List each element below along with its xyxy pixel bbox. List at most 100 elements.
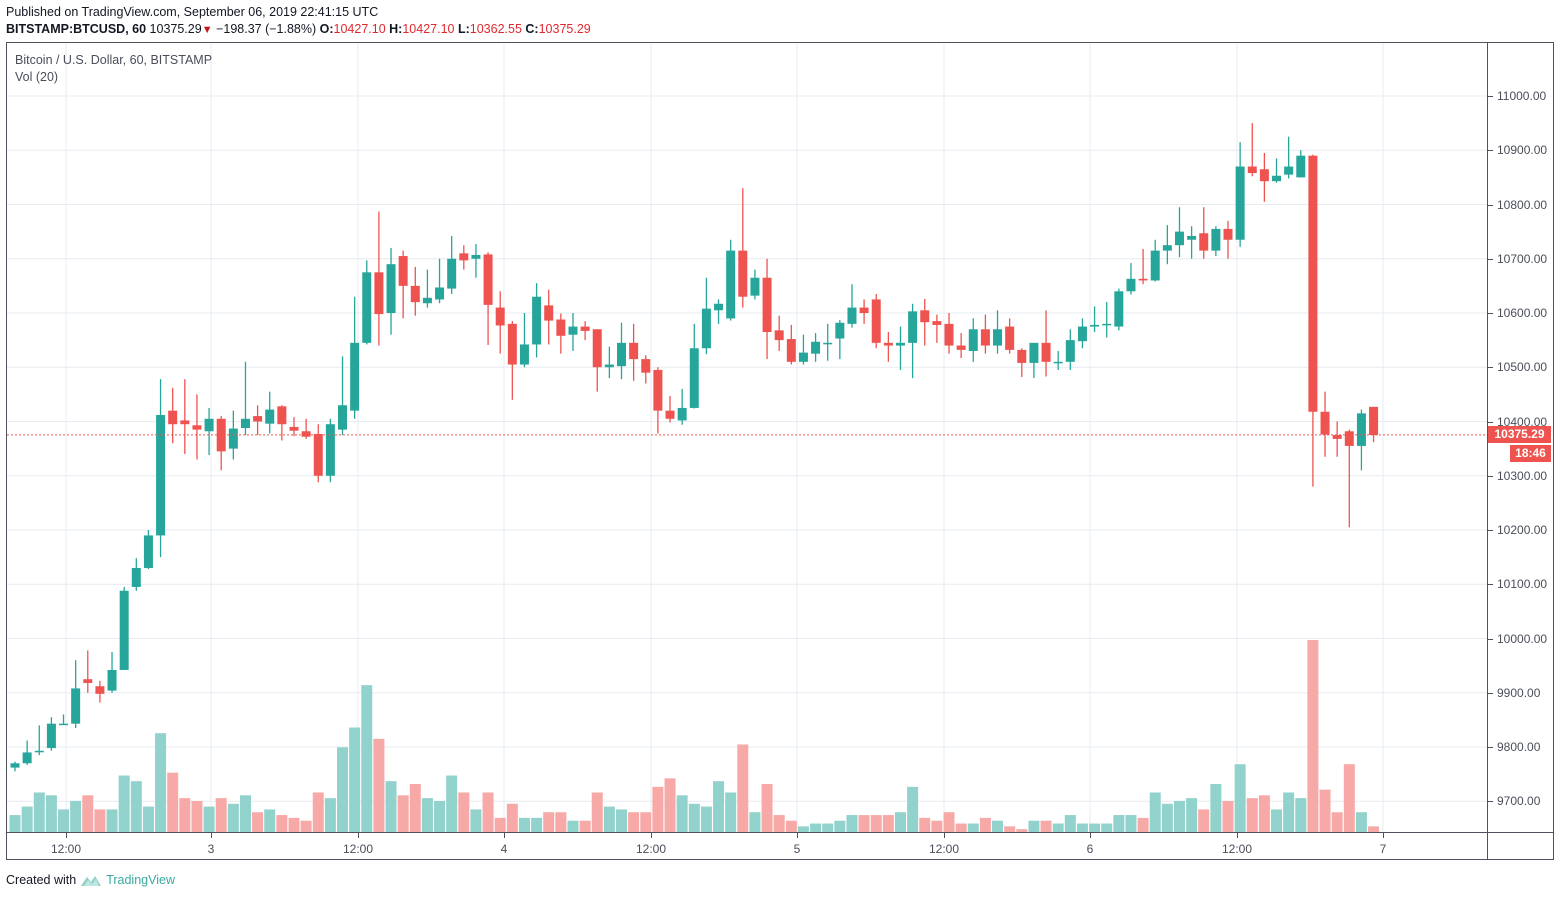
volume-bar bbox=[567, 820, 579, 832]
price-change: −198.37 (−1.88%) bbox=[216, 22, 317, 36]
volume-bar bbox=[797, 826, 809, 832]
volume-bar bbox=[288, 817, 300, 832]
volume-bar bbox=[664, 778, 676, 832]
volume-bar bbox=[725, 792, 737, 832]
candle-body bbox=[859, 307, 869, 313]
chart-plot-area[interactable] bbox=[7, 43, 1487, 833]
candle-body bbox=[1077, 326, 1087, 342]
volume-bar bbox=[1343, 764, 1355, 832]
volume-bar bbox=[1331, 812, 1343, 832]
price-axis-tick bbox=[1488, 258, 1493, 260]
volume-bar bbox=[385, 781, 397, 832]
volume-bar bbox=[1101, 823, 1113, 832]
chart-frame bbox=[6, 42, 1554, 860]
candle-body bbox=[701, 308, 711, 349]
price-axis-tick bbox=[1488, 584, 1493, 586]
volume-bar bbox=[773, 815, 785, 832]
candle-body bbox=[386, 264, 396, 313]
volume-bar bbox=[1246, 798, 1258, 832]
volume-bar bbox=[1052, 823, 1064, 832]
volume-bar bbox=[118, 775, 130, 832]
bar-countdown-tag: 18:46 bbox=[1510, 445, 1551, 462]
time-axis-label: 4 bbox=[500, 842, 508, 856]
candle-body bbox=[1211, 228, 1221, 251]
price-axis-label: 10000.00 bbox=[1497, 631, 1548, 646]
candle-body bbox=[362, 272, 372, 343]
volume-bar bbox=[603, 806, 615, 832]
candle-body bbox=[410, 285, 420, 303]
volume-bar bbox=[919, 817, 931, 832]
candle-body bbox=[107, 669, 117, 691]
volume-bar bbox=[652, 786, 664, 832]
volume-bar bbox=[955, 823, 967, 832]
volume-bar bbox=[979, 817, 991, 832]
candle-body bbox=[774, 330, 784, 341]
price-axis-tick bbox=[1488, 638, 1493, 640]
volume-legend[interactable]: Vol (20) bbox=[15, 70, 59, 84]
price-axis-label: 10400.00 bbox=[1497, 414, 1548, 429]
volume-bar bbox=[846, 815, 858, 832]
volume-bar bbox=[9, 815, 21, 832]
price-axis-tick bbox=[1488, 530, 1493, 531]
price-axis-label: 10500.00 bbox=[1497, 360, 1548, 375]
volume-bar bbox=[1307, 640, 1319, 832]
candle-body bbox=[1187, 235, 1197, 240]
candle-body bbox=[750, 277, 760, 296]
volume-bar bbox=[713, 781, 725, 832]
candle-body bbox=[920, 310, 930, 323]
price-axis-label: 9900.00 bbox=[1497, 685, 1541, 700]
candle-body bbox=[714, 303, 724, 311]
volume-bar bbox=[1125, 815, 1137, 832]
price-axis-tick bbox=[1488, 313, 1493, 314]
volume-bar bbox=[458, 792, 470, 832]
candle-body bbox=[228, 428, 238, 449]
candle-body bbox=[1308, 155, 1318, 412]
candle-body bbox=[1053, 361, 1063, 364]
price-axis-tick bbox=[1488, 367, 1493, 369]
candle-body bbox=[519, 344, 529, 365]
volume-bar bbox=[179, 798, 191, 832]
candle-body bbox=[883, 342, 893, 346]
volume-bar bbox=[482, 792, 494, 832]
volume-bar bbox=[992, 820, 1004, 832]
candle-body bbox=[1150, 250, 1160, 281]
volume-bar bbox=[1040, 820, 1052, 832]
volume-bar bbox=[276, 815, 288, 832]
volume-bar bbox=[203, 806, 215, 832]
price-axis-tick bbox=[1488, 692, 1493, 694]
candle-body bbox=[34, 750, 44, 753]
tradingview-brand-link[interactable]: TradingView bbox=[106, 873, 175, 887]
open-value: 10427.10 bbox=[333, 22, 386, 36]
volume-bar bbox=[1161, 803, 1173, 832]
time-axis-tick bbox=[651, 833, 652, 838]
time-axis-label: 6 bbox=[1086, 842, 1094, 856]
down-triangle-icon: ▼ bbox=[201, 24, 213, 36]
time-axis-tick bbox=[66, 833, 67, 838]
volume-bar bbox=[264, 809, 276, 832]
volume-bar bbox=[421, 798, 433, 832]
volume-bar bbox=[239, 795, 251, 832]
candle-body bbox=[350, 342, 360, 411]
volume-bar bbox=[1113, 815, 1125, 832]
open-label: O: bbox=[319, 22, 334, 36]
candle-body bbox=[422, 297, 432, 304]
high-label: H: bbox=[389, 22, 403, 36]
candle-body bbox=[22, 752, 32, 764]
candle-body bbox=[1223, 228, 1233, 240]
volume-bar bbox=[894, 812, 906, 832]
candle-body bbox=[204, 418, 214, 432]
candle-body bbox=[1272, 175, 1282, 182]
price-axis-label: 10600.00 bbox=[1497, 306, 1548, 320]
volume-bar bbox=[1064, 815, 1076, 832]
candle-body bbox=[1259, 169, 1269, 182]
candle-body bbox=[617, 342, 626, 367]
time-axis-label: 12:00 bbox=[1221, 842, 1253, 856]
candle-body bbox=[762, 277, 772, 332]
volume-bar bbox=[1089, 823, 1101, 832]
volume-bar bbox=[749, 812, 761, 832]
price-axis-label: 11000.00 bbox=[1497, 89, 1547, 103]
candle-body bbox=[823, 342, 833, 345]
series-legend[interactable]: Bitcoin / U.S. Dollar, 60, BITSTAMP bbox=[15, 53, 213, 67]
candle-body bbox=[544, 305, 554, 321]
price-axis-label: 10800.00 bbox=[1497, 197, 1548, 212]
